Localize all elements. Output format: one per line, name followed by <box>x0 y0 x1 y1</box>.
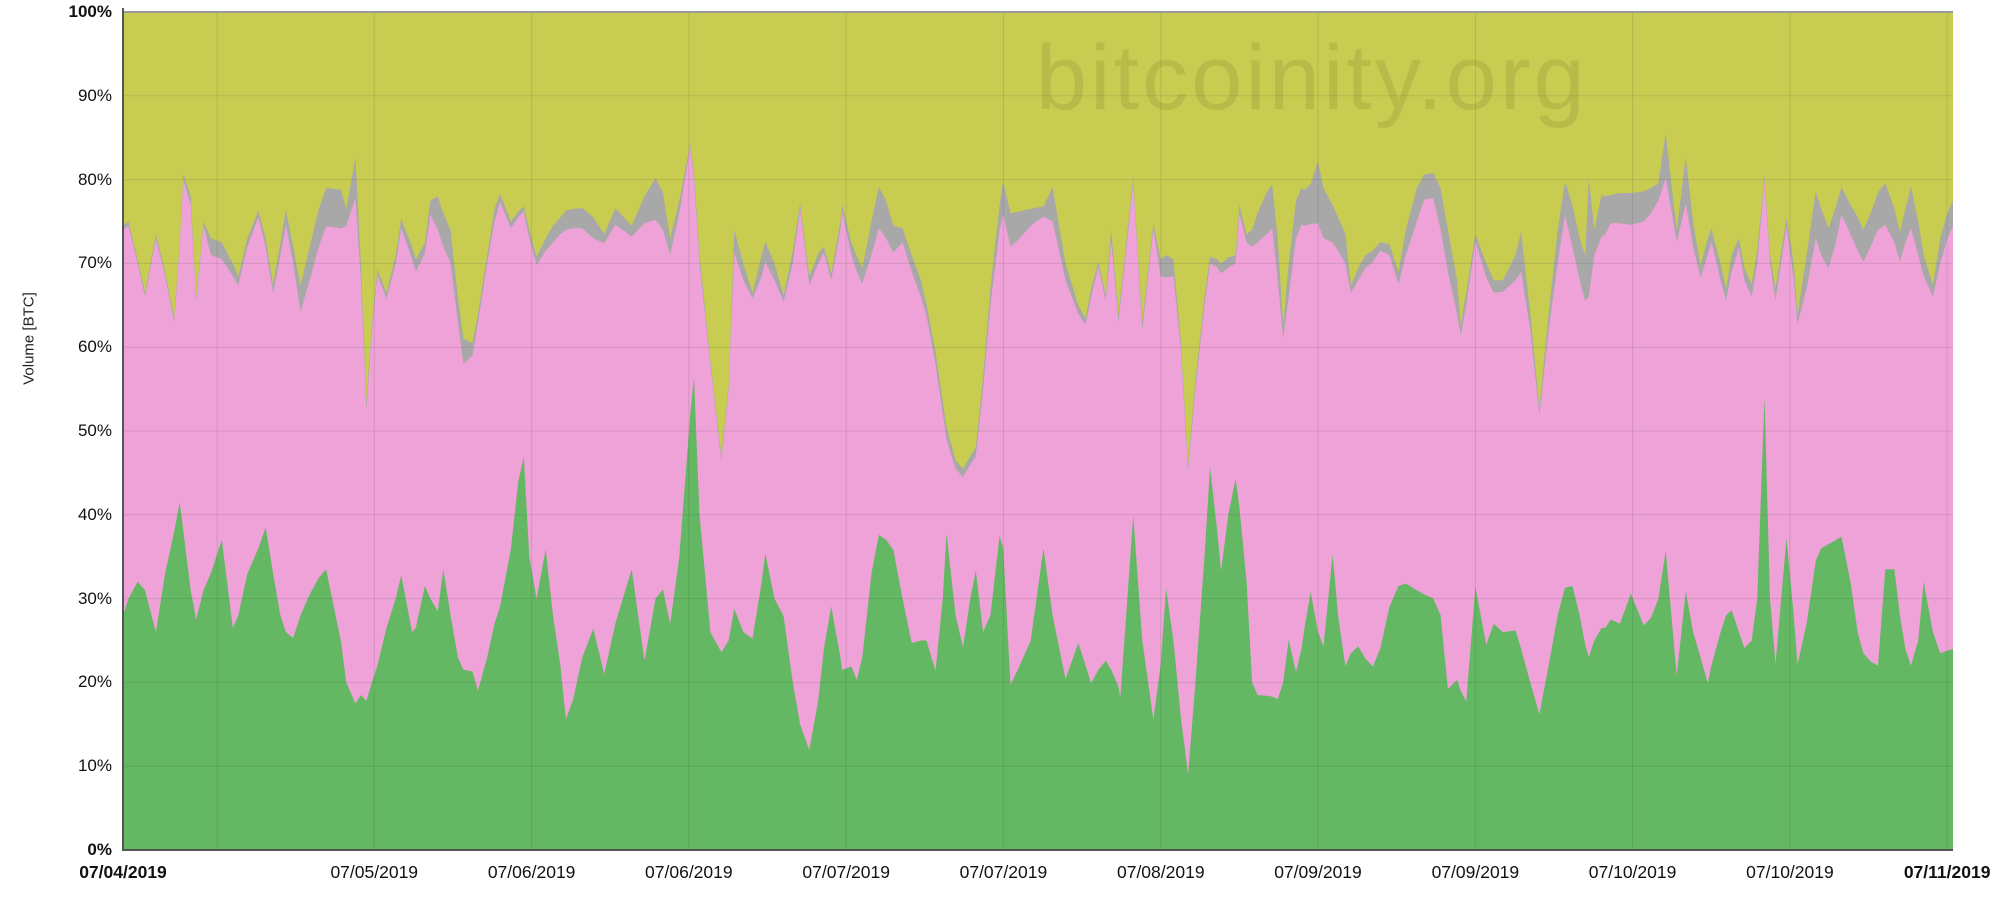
x-tick-label: 07/06/2019 <box>487 862 576 882</box>
x-tick-label: 07/10/2019 <box>1746 862 1834 882</box>
y-tick-label: 70% <box>77 253 112 273</box>
y-tick-label: 20% <box>77 672 112 692</box>
x-start-label: 07/04/2019 <box>79 862 167 882</box>
x-tick-label: 07/07/2019 <box>802 862 890 882</box>
y-tick-label: 40% <box>77 504 112 524</box>
y-tick-label: 30% <box>77 588 112 608</box>
y-tick-label: 80% <box>77 169 112 189</box>
watermark: bitcoinity.org <box>1036 27 1588 129</box>
x-tick-label: 07/06/2019 <box>645 862 733 882</box>
y-tick-label: 60% <box>77 337 112 357</box>
x-tick-label: 07/08/2019 <box>1116 862 1205 882</box>
x-tick-label: 07/05/2019 <box>330 862 419 882</box>
series-green-area <box>123 377 1953 850</box>
x-tick-label: 07/09/2019 <box>1431 862 1520 882</box>
y-tick-label: 100% <box>68 1 112 21</box>
x-tick-label: 07/11/2019 <box>1903 862 1991 882</box>
y-tick-label: 0% <box>87 840 112 859</box>
x-tick-label: 07/07/2019 <box>959 862 1048 882</box>
y-tick-label: 90% <box>77 85 112 105</box>
x-tick-label: 07/10/2019 <box>1588 862 1677 882</box>
y-tick-label: 10% <box>77 756 112 776</box>
x-tick-label: 07/09/2019 <box>1274 862 1362 882</box>
y-tick-label: 50% <box>77 421 112 440</box>
